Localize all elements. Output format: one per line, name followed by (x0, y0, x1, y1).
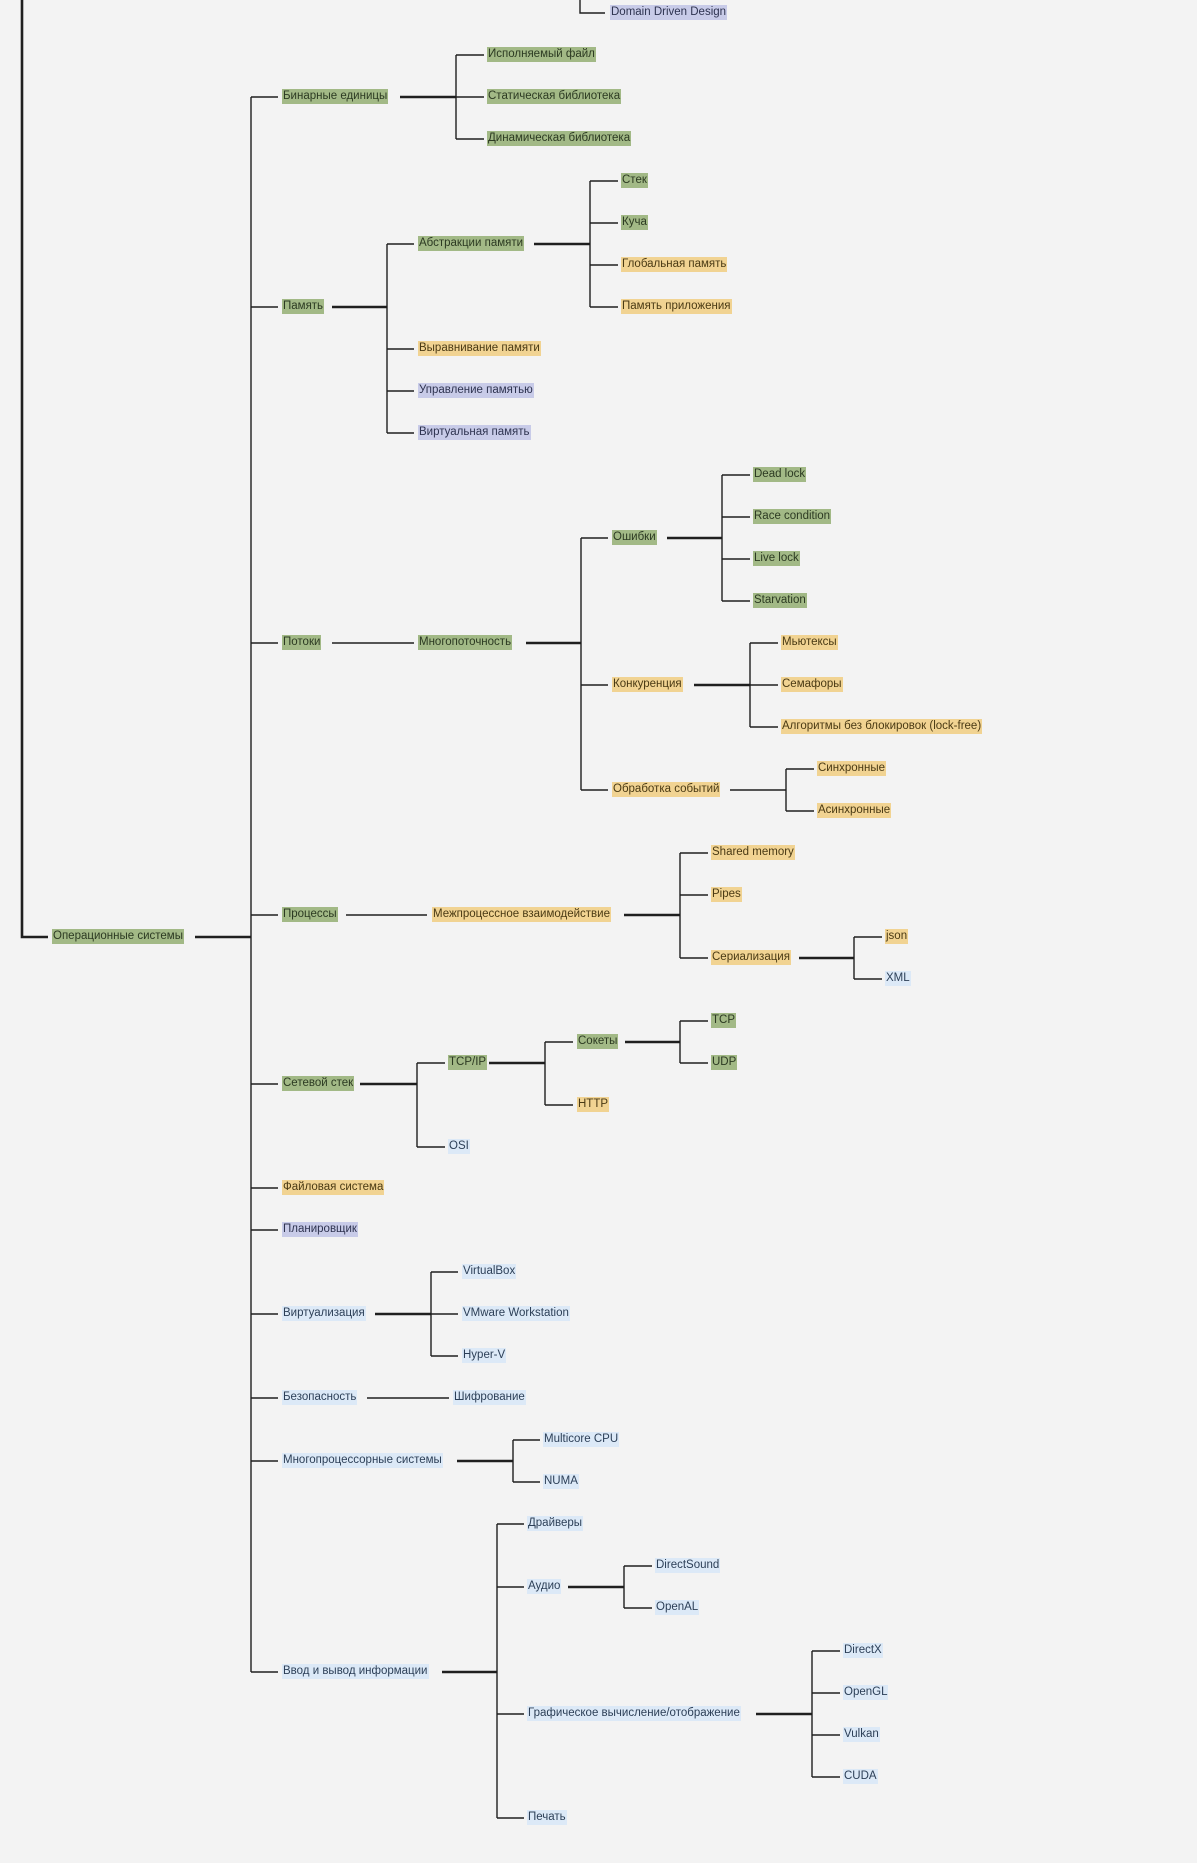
node-multithreading[interactable]: Многопоточность (418, 635, 513, 650)
node-audio[interactable]: Аудио (527, 1579, 562, 1594)
node-synchronous[interactable]: Синхронные (817, 761, 886, 776)
node-sockets[interactable]: Сокеты (577, 1034, 619, 1049)
node-io[interactable]: Ввод и вывод информации (282, 1664, 429, 1679)
node-openal[interactable]: OpenAL (655, 1600, 700, 1615)
edge-root-left (20, 0, 48, 939)
node-vulkan[interactable]: Vulkan (843, 1727, 880, 1742)
node-virtualbox[interactable]: VirtualBox (462, 1264, 517, 1279)
node-binary-units[interactable]: Бинарные единицы (282, 89, 389, 104)
node-xml[interactable]: XML (885, 971, 911, 986)
node-memory-abstractions[interactable]: Абстракции памяти (418, 236, 525, 251)
node-tcp[interactable]: TCP (711, 1013, 736, 1028)
node-executable-file[interactable]: Исполняемый файл (487, 47, 596, 62)
node-numa[interactable]: NUMA (543, 1474, 579, 1489)
node-dead-lock[interactable]: Dead lock (753, 467, 807, 482)
node-printing[interactable]: Печать (527, 1810, 567, 1825)
node-serialization[interactable]: Сериализация (711, 950, 791, 965)
node-encryption[interactable]: Шифрование (453, 1390, 526, 1405)
node-udp[interactable]: UDP (711, 1055, 738, 1070)
node-processes[interactable]: Процессы (282, 907, 338, 922)
node-graphics[interactable]: Графическое вычисление/отображение (527, 1706, 741, 1721)
node-live-lock[interactable]: Live lock (753, 551, 800, 566)
node-file-system[interactable]: Файловая система (282, 1180, 385, 1195)
node-event-handling[interactable]: Обработка событий (612, 782, 721, 797)
node-scheduler[interactable]: Планировщик (282, 1222, 358, 1237)
node-static-library[interactable]: Статическая библиотека (487, 89, 622, 104)
node-drivers[interactable]: Драйверы (527, 1516, 584, 1531)
node-opengl[interactable]: OpenGL (843, 1685, 889, 1700)
node-security[interactable]: Безопасность (282, 1390, 358, 1405)
node-concurrency[interactable]: Конкуренция (612, 677, 683, 692)
node-global-memory[interactable]: Глобальная память (621, 257, 728, 272)
node-directsound[interactable]: DirectSound (655, 1558, 721, 1573)
node-tcp-ip[interactable]: TCP/IP (448, 1055, 488, 1070)
node-mutexes[interactable]: Мьютексы (781, 635, 838, 650)
node-cuda[interactable]: CUDA (843, 1769, 878, 1784)
node-app-memory[interactable]: Память приложения (621, 299, 732, 314)
node-multicore-cpu[interactable]: Multicore CPU (543, 1432, 620, 1447)
node-dynamic-library[interactable]: Динамическая библиотека (487, 131, 632, 146)
node-network-stack[interactable]: Сетевой стек (282, 1076, 355, 1091)
node-stack[interactable]: Стек (621, 173, 648, 188)
edge-ddd (579, 0, 605, 14)
node-http[interactable]: HTTP (577, 1097, 610, 1112)
node-json[interactable]: json (885, 929, 909, 944)
node-domain-driven-design[interactable]: Domain Driven Design (610, 5, 728, 20)
node-directx[interactable]: DirectX (843, 1643, 883, 1658)
node-operating-systems[interactable]: Операционные системы (52, 929, 184, 944)
node-threads[interactable]: Потоки (282, 635, 322, 650)
node-osi[interactable]: OSI (448, 1139, 470, 1154)
node-hyper-v[interactable]: Hyper-V (462, 1348, 507, 1363)
node-virtualization[interactable]: Виртуализация (282, 1306, 366, 1321)
node-errors[interactable]: Ошибки (612, 530, 657, 545)
node-semaphores[interactable]: Семафоры (781, 677, 843, 692)
node-heap[interactable]: Куча (621, 215, 648, 230)
node-memory-alignment[interactable]: Выравнивание памяти (418, 341, 541, 356)
node-lock-free[interactable]: Алгоритмы без блокировок (lock-free) (781, 719, 983, 734)
node-ipc[interactable]: Межпроцессное взаимодействие (432, 907, 611, 922)
node-shared-memory[interactable]: Shared memory (711, 845, 795, 860)
node-race-condition[interactable]: Race condition (753, 509, 832, 524)
node-asynchronous[interactable]: Асинхронные (817, 803, 892, 818)
node-multiprocessor[interactable]: Многопроцессорные системы (282, 1453, 443, 1468)
node-memory[interactable]: Память (282, 299, 325, 314)
node-memory-management[interactable]: Управление памятью (418, 383, 534, 398)
node-virtual-memory[interactable]: Виртуальная память (418, 425, 531, 440)
node-vmware-workstation[interactable]: VMware Workstation (462, 1306, 570, 1321)
node-starvation[interactable]: Starvation (753, 593, 807, 608)
node-pipes[interactable]: Pipes (711, 887, 742, 902)
